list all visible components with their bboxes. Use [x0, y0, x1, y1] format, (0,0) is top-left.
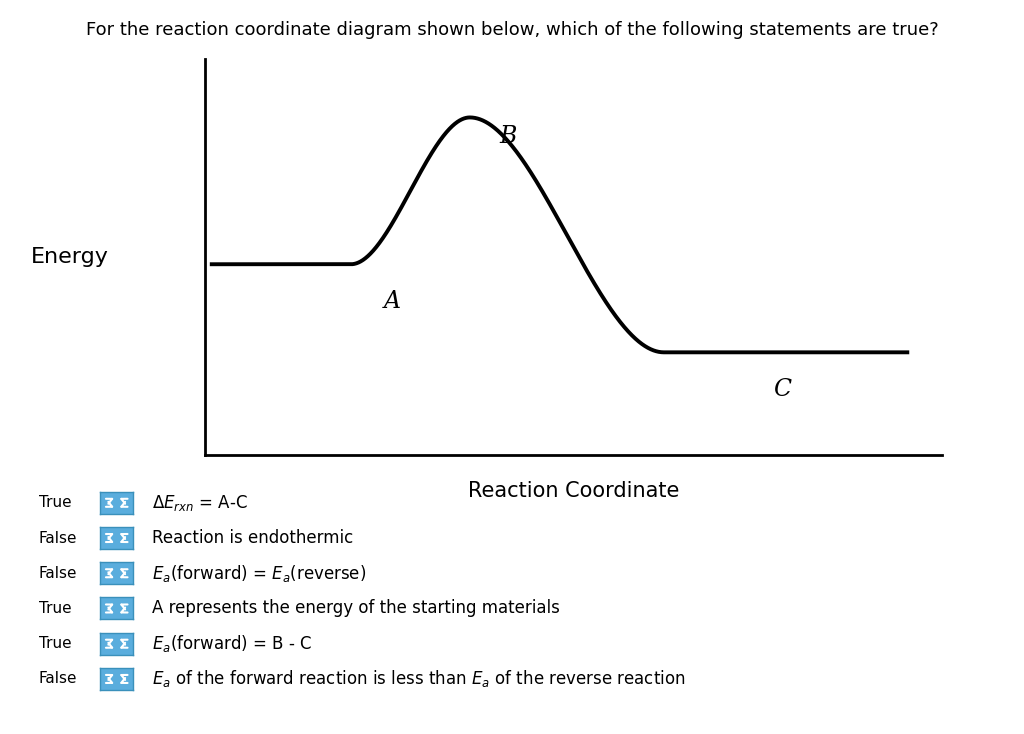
Text: True: True — [39, 601, 72, 616]
Text: True: True — [39, 636, 72, 651]
Text: True: True — [39, 495, 72, 510]
Text: $\Delta E_{rxn}$ = A-C: $\Delta E_{rxn}$ = A-C — [152, 493, 248, 513]
Text: A represents the energy of the starting materials: A represents the energy of the starting … — [152, 600, 559, 617]
Text: $E_a$ of the forward reaction is less than $E_a$ of the reverse reaction: $E_a$ of the forward reaction is less th… — [152, 669, 685, 689]
Text: C: C — [773, 378, 792, 401]
Text: Reaction Coordinate: Reaction Coordinate — [468, 481, 679, 501]
Text: False: False — [39, 566, 78, 581]
Text: Energy: Energy — [31, 247, 109, 267]
Text: B: B — [500, 125, 517, 148]
Text: For the reaction coordinate diagram shown below, which of the following statemen: For the reaction coordinate diagram show… — [86, 21, 938, 39]
Text: A: A — [384, 290, 401, 313]
Text: $E_a$(forward) = B - C: $E_a$(forward) = B - C — [152, 633, 311, 654]
Text: False: False — [39, 672, 78, 686]
Text: $E_a$(forward) = $E_a$(reverse): $E_a$(forward) = $E_a$(reverse) — [152, 563, 366, 584]
Text: Reaction is endothermic: Reaction is endothermic — [152, 529, 353, 547]
Text: False: False — [39, 531, 78, 545]
